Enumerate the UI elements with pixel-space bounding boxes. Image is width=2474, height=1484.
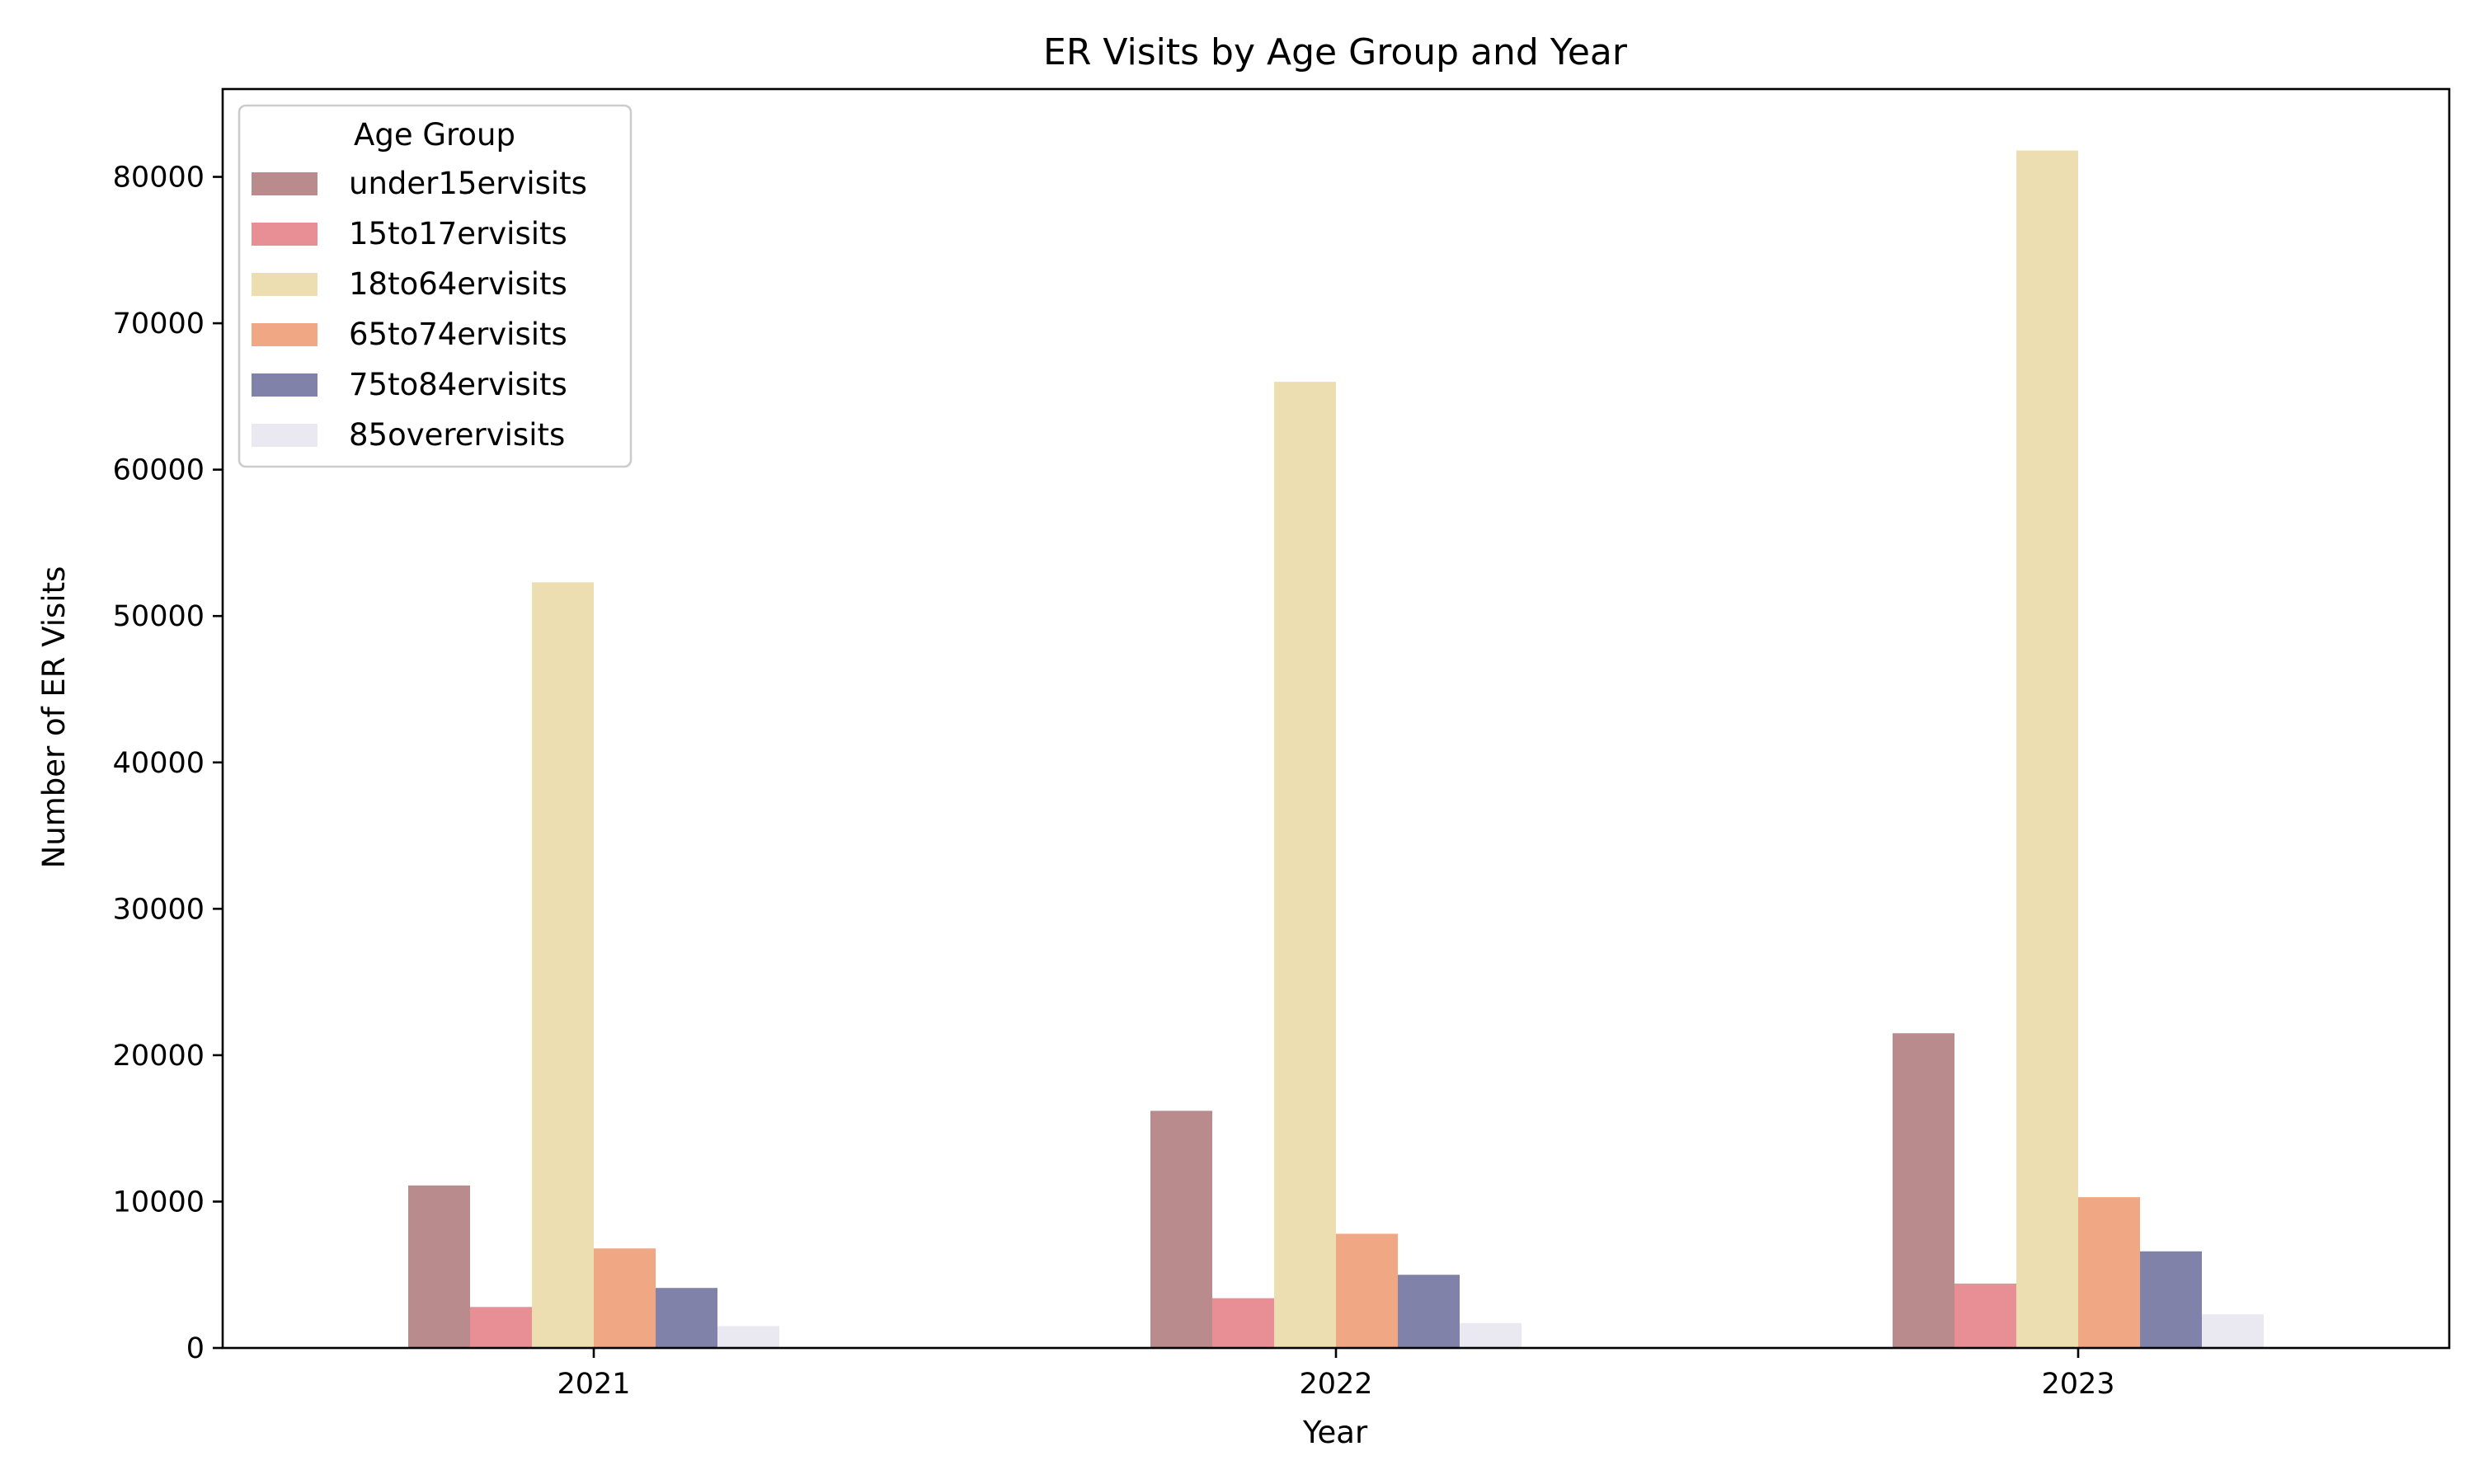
y-tick-label: 80000 [113, 162, 205, 195]
bars-group [408, 150, 2264, 1349]
bar-75to84ervisits-2021 [656, 1288, 717, 1348]
chart-title: ER Visits by Age Group and Year [1043, 31, 1628, 73]
legend-label-65to74ervisits: 65to74ervisits [349, 317, 567, 352]
bar-65to74ervisits-2022 [1336, 1233, 1398, 1348]
bar-15to17ervisits-2021 [470, 1307, 532, 1348]
bar-15to17ervisits-2023 [1954, 1283, 2016, 1348]
y-tick-label: 20000 [113, 1040, 205, 1073]
bar-85overervisits-2021 [717, 1326, 779, 1348]
y-tick-label: 60000 [113, 454, 205, 487]
plot-frame [221, 87, 2451, 1350]
legend-label-85overervisits: 85overervisits [349, 417, 565, 453]
bar-18to64ervisits-2021 [532, 582, 594, 1348]
bar-15to17ervisits-2022 [1212, 1298, 1274, 1348]
y-tick-label: 10000 [113, 1186, 205, 1219]
bar-75to84ervisits-2023 [2140, 1251, 2202, 1348]
legend-swatch-75to84ervisits [252, 373, 317, 397]
bar-85overervisits-2023 [2202, 1314, 2264, 1348]
bar-under15ervisits-2023 [1893, 1033, 1954, 1348]
legend-label-18to64ervisits: 18to64ervisits [349, 266, 567, 302]
legend-swatch-65to74ervisits [252, 323, 317, 346]
legend-swatch-15to17ervisits [252, 223, 317, 246]
x-tick-label: 2021 [557, 1368, 630, 1401]
y-tick-label: 40000 [113, 747, 205, 780]
bar-under15ervisits-2022 [1150, 1111, 1212, 1348]
legend-entries: under15ervisits 15to17ervisits 18to64ervis… [252, 166, 587, 453]
legend-label-15to17ervisits: 15to17ervisits [349, 216, 567, 251]
y-tick-label: 30000 [113, 893, 205, 926]
legend-label-under15ervisits: under15ervisits [349, 166, 587, 201]
legend-swatch-85overervisits [252, 424, 317, 447]
y-tick-label: 0 [186, 1332, 205, 1365]
legend-swatch-under15ervisits [252, 172, 317, 195]
x-axis-ticks: 2021 2022 2023 [557, 1348, 2115, 1401]
y-axis-label: Number of ER Visits [36, 566, 72, 869]
bar-under15ervisits-2021 [408, 1185, 470, 1348]
x-axis-label: Year [1302, 1415, 1368, 1450]
legend-label-75to84ervisits: 75to84ervisits [349, 367, 567, 402]
x-tick-label: 2023 [2041, 1368, 2114, 1401]
x-tick-label: 2022 [1299, 1368, 1372, 1401]
bar-18to64ervisits-2022 [1274, 382, 1336, 1349]
bar-18to64ervisits-2023 [2016, 150, 2078, 1348]
legend-title: Age Group [354, 117, 515, 153]
bar-65to74ervisits-2023 [2078, 1197, 2140, 1348]
y-axis-ticks: 0 10000 20000 30000 40000 50000 60000 70000 8000… [113, 162, 223, 1365]
bar-65to74ervisits-2021 [594, 1248, 656, 1348]
bar-85overervisits-2022 [1460, 1322, 1522, 1348]
legend-swatch-18to64ervisits [252, 273, 317, 296]
bar-75to84ervisits-2022 [1398, 1275, 1460, 1348]
legend: Age Group under15ervisits 15to17ervisits 1… [238, 104, 633, 468]
y-tick-label: 70000 [113, 308, 205, 340]
legend-box [238, 104, 633, 468]
y-tick-label: 50000 [113, 600, 205, 633]
